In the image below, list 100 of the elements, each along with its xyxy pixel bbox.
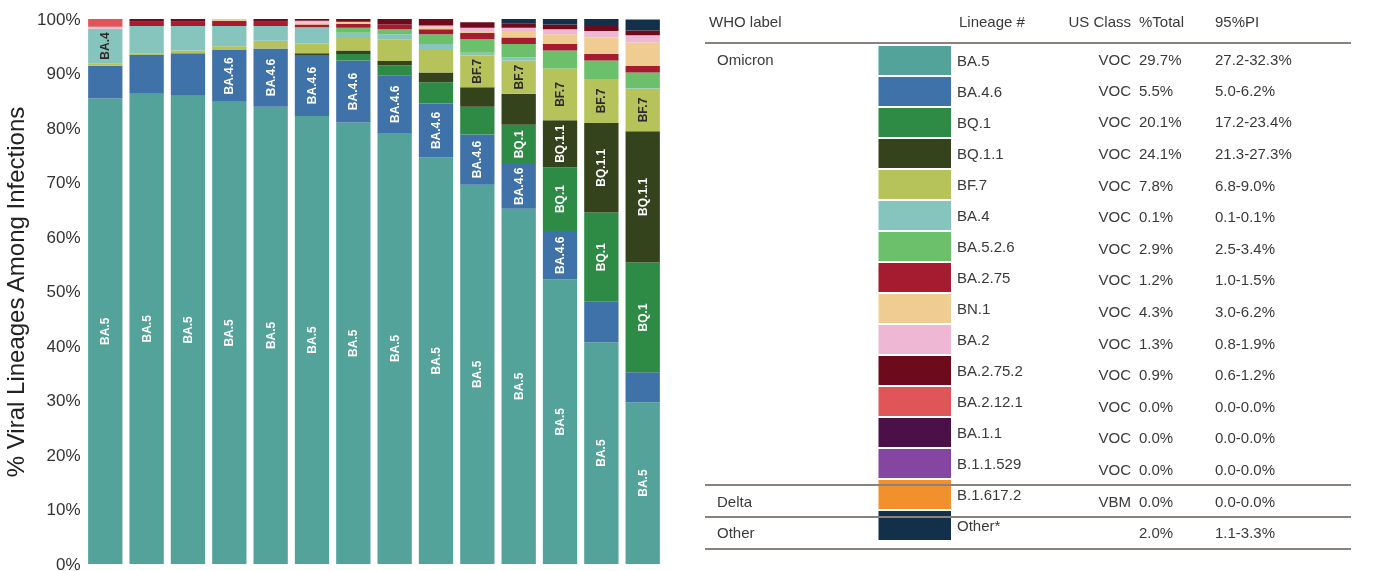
text: 0.0% [1135,485,1201,517]
bar [212,20,247,27]
text: 0.9% [1138,365,1175,386]
bar [129,54,164,94]
bar [418,44,454,49]
y-tick-label: 90% [46,64,81,83]
bar [170,26,206,51]
text: WHO label [705,0,805,43]
bar [460,39,495,53]
text: BF.7 [594,88,609,114]
bar [542,167,578,232]
legend-label: BA.2.75.2 [957,361,1023,379]
legend-label: BA.2 [957,330,990,348]
text: 17.2-23.4% [1214,112,1293,133]
text: BF.7 [553,82,568,107]
bar [542,279,578,564]
text: BQ.1.1 [635,177,650,216]
text: 0.8-1.9% [1214,333,1277,354]
bar [377,65,412,76]
bar [377,34,412,40]
bar [625,65,660,73]
y-tick-label: 40% [46,336,81,356]
bar [584,26,619,31]
bar [418,82,454,104]
text: 0.0-0.0% [1214,396,1277,417]
text: 27.2-32.3% [1214,49,1293,70]
bar [294,43,330,54]
bar [584,37,619,54]
text: 0.0% [1138,428,1175,449]
text: BA.5 [263,321,278,350]
text: BA.4.6 [511,167,526,205]
text: 0.0% [1138,459,1175,480]
bar [294,27,330,44]
bar [625,19,660,31]
text: 0.0-0.0% [1201,485,1351,517]
bar [418,19,454,26]
text: 2.0% [1135,516,1201,549]
text: VOC [1097,49,1132,70]
legend-label: B.1.617.2 [957,485,1022,503]
bar [584,19,619,27]
y-tick-label: 100% [37,9,81,29]
text: BQ.1.1 [594,148,609,187]
y-tick-label: 50% [46,282,81,301]
text: BA.5 [635,469,650,497]
text: 0.0-0.0% [1214,428,1277,449]
bar [336,27,371,33]
text: 2.9% [1138,238,1175,259]
text: VOC [1097,80,1132,101]
y-tick-label: 10% [46,500,81,519]
bar [460,27,495,31]
bar [377,29,412,35]
text: BF.7 [635,97,650,123]
y-tick-label: 70% [46,173,81,192]
bar [253,48,288,107]
text: 24.1% [1138,144,1183,165]
text: 0.1% [1138,207,1175,228]
legend-label: BA.4 [957,206,990,224]
text: 7.8% [1138,175,1175,196]
bar [377,19,412,25]
bar [212,46,247,51]
text: VBM [1055,485,1135,517]
text: 3.0-6.2% [1214,302,1277,323]
text: BA.4.6 [553,236,568,274]
bar [418,29,454,35]
bar [336,50,371,54]
bar [460,52,495,56]
text: VOC [1097,112,1132,133]
bar [377,132,412,564]
bar [584,123,619,213]
text: BA.5 [470,360,485,389]
bar [336,60,371,123]
bar [501,19,536,24]
text: VOC [1097,396,1132,417]
bar [129,19,164,22]
text: BA.5 [429,347,444,375]
text: BQ.1 [635,303,650,332]
bar [170,19,206,22]
text: BA.5 [511,372,526,400]
text: VOC [1097,270,1132,291]
text: BQ.1 [594,243,609,272]
bar [542,44,578,51]
bar [584,78,619,124]
text: 5.0-6.2% [1214,80,1277,101]
text: BA.5 [387,334,402,363]
legend-label: BN.1 [957,299,991,317]
text: 4.3% [1138,302,1175,323]
text: 21.3-27.3% [1214,144,1293,165]
bar [129,26,164,54]
text: VOC [1097,207,1132,228]
text: 20.1% [1138,112,1183,133]
text: 0.1-0.1% [1214,207,1277,228]
bar [501,30,536,38]
bar [501,57,536,61]
text: BQ.1 [553,185,568,214]
text: BA.4.6 [429,111,444,150]
legend-label: BF.7 [957,175,988,193]
bar [336,53,371,61]
text: 0.0-0.0% [1214,459,1277,480]
text: 1.3% [1138,333,1175,354]
text: BF.7 [511,64,526,90]
